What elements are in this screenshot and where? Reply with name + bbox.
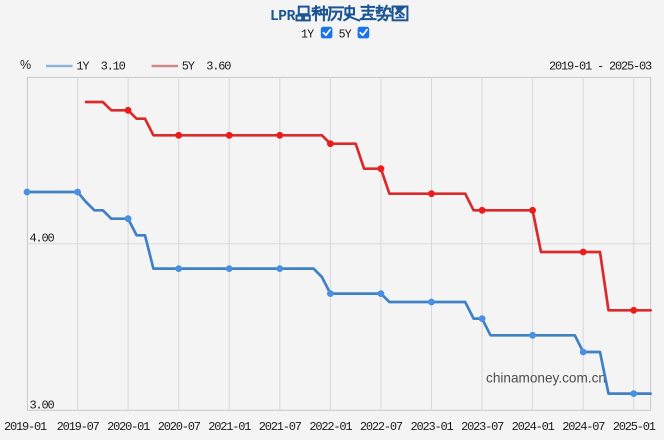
svg-text:2019-07: 2019-07 <box>57 420 100 434</box>
svg-text:1Y: 1Y <box>76 60 89 74</box>
svg-text:2023-07: 2023-07 <box>461 420 504 434</box>
svg-text:4.00: 4.00 <box>30 232 55 246</box>
svg-text:2022-01: 2022-01 <box>309 420 352 434</box>
svg-text:2022-07: 2022-07 <box>360 420 403 434</box>
svg-text:2019-01: 2019-01 <box>4 420 47 434</box>
svg-text:2024-07: 2024-07 <box>562 420 605 434</box>
svg-text:3.00: 3.00 <box>30 398 55 412</box>
svg-text:3.60: 3.60 <box>206 60 231 74</box>
svg-text:2024-01: 2024-01 <box>512 420 555 434</box>
svg-text:2023-01: 2023-01 <box>410 420 453 434</box>
svg-text:2021-01: 2021-01 <box>208 420 251 434</box>
svg-text:5Y: 5Y <box>182 60 195 74</box>
svg-text:2020-01: 2020-01 <box>107 420 150 434</box>
svg-text:2020-07: 2020-07 <box>158 420 201 434</box>
svg-text:%: % <box>20 58 31 72</box>
svg-text:2025-01: 2025-01 <box>613 420 656 434</box>
svg-text:LPR: LPR <box>270 9 296 25</box>
svg-text:chinamoney.com.cn: chinamoney.com.cn <box>486 371 606 386</box>
svg-text:1Y: 1Y <box>301 29 314 42</box>
svg-text:3.10: 3.10 <box>101 60 126 74</box>
svg-text:5Y: 5Y <box>339 29 352 42</box>
svg-text:2021-07: 2021-07 <box>259 420 302 434</box>
svg-text:2019-01 - 2025-03: 2019-01 - 2025-03 <box>549 60 652 74</box>
